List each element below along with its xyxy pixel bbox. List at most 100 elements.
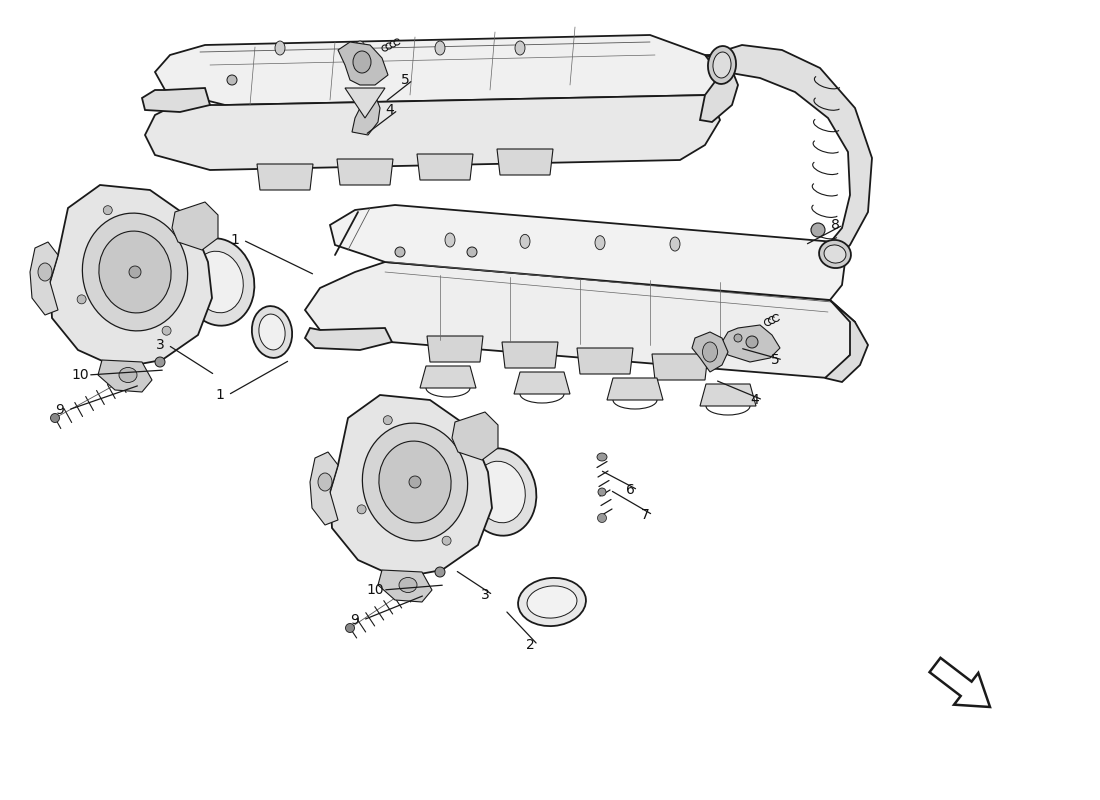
Polygon shape: [330, 205, 845, 300]
Ellipse shape: [598, 488, 606, 496]
Ellipse shape: [39, 263, 52, 281]
Polygon shape: [722, 325, 780, 362]
Ellipse shape: [520, 234, 530, 248]
Polygon shape: [352, 92, 379, 135]
Text: 9: 9: [351, 613, 360, 627]
Text: 1: 1: [216, 388, 224, 402]
Polygon shape: [692, 332, 728, 372]
Text: 3: 3: [481, 588, 490, 602]
Polygon shape: [497, 149, 553, 175]
Ellipse shape: [597, 453, 607, 461]
Polygon shape: [417, 154, 473, 180]
Polygon shape: [257, 164, 314, 190]
Polygon shape: [50, 185, 212, 368]
Ellipse shape: [99, 231, 172, 313]
Polygon shape: [145, 95, 721, 170]
Text: 1: 1: [231, 233, 240, 247]
Ellipse shape: [358, 505, 366, 514]
Ellipse shape: [442, 536, 451, 546]
Ellipse shape: [527, 586, 576, 618]
Polygon shape: [700, 55, 738, 122]
Ellipse shape: [670, 237, 680, 251]
Ellipse shape: [345, 623, 354, 633]
Polygon shape: [502, 342, 558, 368]
Ellipse shape: [463, 448, 537, 536]
Polygon shape: [710, 45, 872, 262]
Ellipse shape: [155, 357, 165, 367]
Text: 10: 10: [72, 368, 89, 382]
Ellipse shape: [383, 416, 393, 425]
Ellipse shape: [275, 41, 285, 55]
Text: 5: 5: [400, 73, 409, 87]
Ellipse shape: [734, 334, 742, 342]
Text: 8: 8: [830, 218, 839, 232]
Polygon shape: [700, 384, 756, 406]
Text: 9: 9: [56, 403, 65, 417]
Polygon shape: [305, 262, 855, 378]
Polygon shape: [420, 366, 476, 388]
Ellipse shape: [355, 41, 365, 55]
Ellipse shape: [378, 441, 451, 523]
Ellipse shape: [103, 206, 112, 214]
Ellipse shape: [227, 75, 236, 85]
Ellipse shape: [595, 236, 605, 250]
Ellipse shape: [182, 238, 254, 326]
Polygon shape: [30, 242, 58, 315]
Polygon shape: [142, 88, 210, 112]
Polygon shape: [172, 202, 218, 250]
Polygon shape: [452, 412, 498, 460]
Ellipse shape: [192, 251, 243, 313]
Ellipse shape: [597, 514, 606, 522]
Polygon shape: [514, 372, 570, 394]
Ellipse shape: [820, 240, 851, 268]
Text: 4: 4: [386, 103, 395, 117]
Ellipse shape: [475, 462, 526, 522]
Ellipse shape: [446, 233, 455, 247]
Polygon shape: [427, 336, 483, 362]
Ellipse shape: [515, 41, 525, 55]
Ellipse shape: [252, 306, 293, 358]
Ellipse shape: [456, 434, 465, 443]
Ellipse shape: [162, 326, 172, 335]
Ellipse shape: [119, 367, 138, 382]
Ellipse shape: [518, 578, 586, 626]
Ellipse shape: [51, 414, 59, 422]
Ellipse shape: [409, 476, 421, 488]
Text: 5: 5: [771, 353, 780, 367]
Polygon shape: [98, 360, 152, 392]
Ellipse shape: [77, 295, 86, 304]
Ellipse shape: [703, 342, 717, 362]
Text: 7: 7: [640, 508, 649, 522]
Ellipse shape: [176, 225, 185, 234]
Ellipse shape: [811, 223, 825, 237]
Ellipse shape: [353, 51, 371, 73]
Text: 3: 3: [155, 338, 164, 352]
Polygon shape: [825, 300, 868, 382]
Polygon shape: [330, 395, 492, 578]
Polygon shape: [305, 328, 392, 350]
Ellipse shape: [399, 578, 417, 593]
Polygon shape: [345, 88, 385, 118]
Polygon shape: [652, 354, 708, 380]
Text: 6: 6: [626, 483, 635, 497]
Ellipse shape: [395, 247, 405, 257]
Ellipse shape: [434, 567, 446, 577]
Ellipse shape: [468, 247, 477, 257]
Ellipse shape: [318, 473, 332, 491]
Polygon shape: [378, 570, 432, 602]
Polygon shape: [607, 378, 663, 400]
Text: 10: 10: [366, 583, 384, 597]
Ellipse shape: [708, 46, 736, 84]
Ellipse shape: [362, 423, 468, 541]
Polygon shape: [578, 348, 632, 374]
Text: 4: 4: [750, 393, 759, 407]
FancyArrow shape: [930, 658, 990, 707]
Ellipse shape: [434, 41, 446, 55]
Ellipse shape: [824, 245, 846, 263]
Ellipse shape: [82, 213, 188, 331]
Ellipse shape: [746, 336, 758, 348]
Ellipse shape: [713, 52, 732, 78]
Ellipse shape: [258, 314, 285, 350]
Polygon shape: [155, 35, 720, 105]
Polygon shape: [310, 452, 338, 525]
